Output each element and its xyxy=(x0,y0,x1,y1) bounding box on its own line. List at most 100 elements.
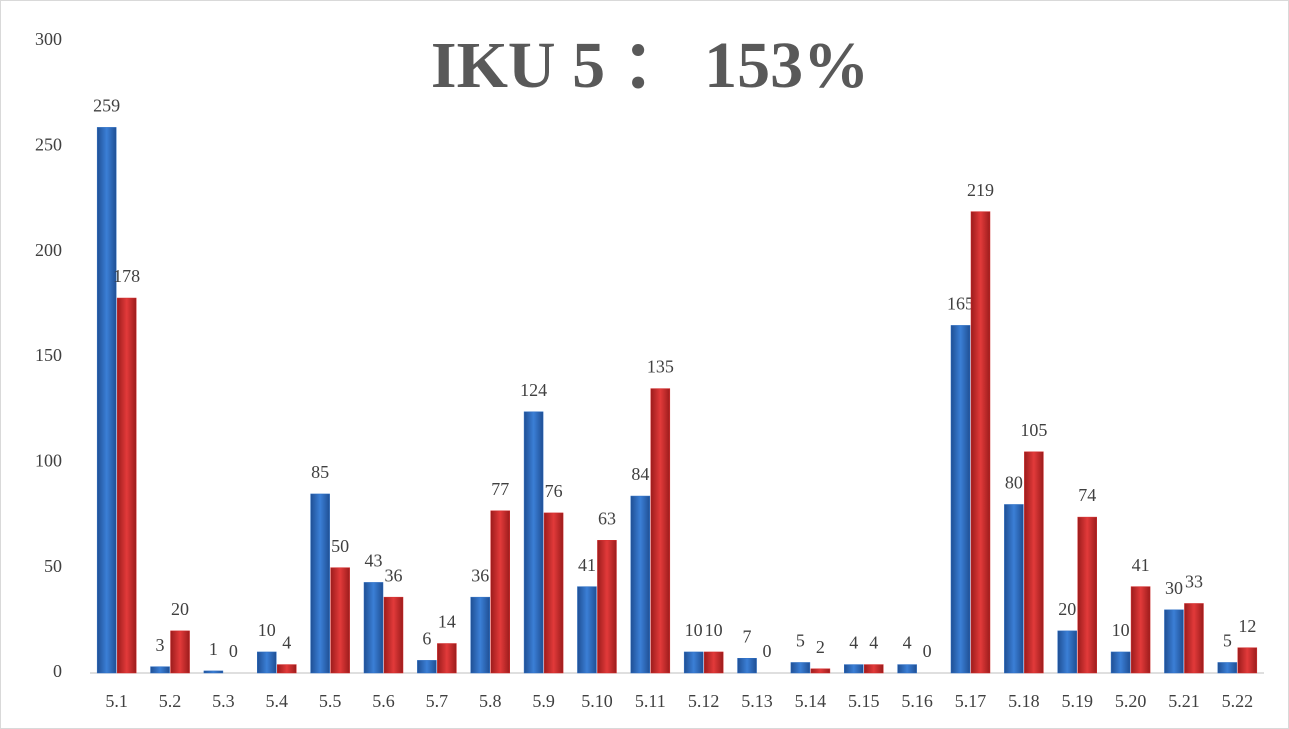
bar xyxy=(970,211,991,674)
bar xyxy=(330,567,350,674)
data-label: 2 xyxy=(816,637,825,657)
bar xyxy=(1217,662,1238,674)
data-label: 259 xyxy=(93,95,120,115)
data-label: 10 xyxy=(705,620,723,640)
bar xyxy=(116,297,137,674)
x-tick-label: 5.10 xyxy=(581,691,613,711)
data-label: 50 xyxy=(331,536,349,556)
bar xyxy=(950,325,971,674)
data-label: 0 xyxy=(923,641,932,661)
data-label: 77 xyxy=(491,479,509,499)
bar xyxy=(683,651,704,674)
x-tick-label: 5.11 xyxy=(635,691,666,711)
bar xyxy=(1237,647,1258,674)
data-label: 10 xyxy=(258,620,276,640)
bar xyxy=(363,582,384,674)
bar xyxy=(437,643,457,674)
y-tick-label: 300 xyxy=(35,29,62,49)
data-label: 7 xyxy=(743,626,752,646)
x-tick-label: 5.14 xyxy=(795,691,827,711)
bar xyxy=(1110,651,1131,674)
x-tick-label: 5.8 xyxy=(479,691,502,711)
x-tick-label: 5.20 xyxy=(1115,691,1147,711)
data-label: 20 xyxy=(1058,599,1076,619)
data-label: 219 xyxy=(967,180,994,200)
x-tick-label: 5.18 xyxy=(1008,691,1040,711)
data-label: 165 xyxy=(947,294,974,314)
x-tick-label: 5.15 xyxy=(848,691,880,711)
bar xyxy=(844,664,864,674)
bar xyxy=(170,630,190,674)
bar xyxy=(1164,609,1184,674)
bar xyxy=(470,596,490,674)
data-label: 0 xyxy=(763,641,772,661)
y-tick-label: 250 xyxy=(35,134,62,154)
x-tick-label: 5.6 xyxy=(372,691,395,711)
x-tick-label: 5.9 xyxy=(532,691,555,711)
bar xyxy=(1130,586,1151,674)
data-label: 20 xyxy=(171,599,189,619)
data-label: 4 xyxy=(869,633,878,653)
bar xyxy=(1077,516,1097,674)
y-tick-label: 50 xyxy=(44,556,62,576)
bar xyxy=(310,493,330,674)
x-tick-label: 5.13 xyxy=(741,691,773,711)
x-tick-label: 5.2 xyxy=(159,691,182,711)
x-tick-label: 5.7 xyxy=(426,691,449,711)
data-label: 3 xyxy=(156,635,165,655)
data-label: 80 xyxy=(1005,473,1023,493)
data-label: 85 xyxy=(311,462,329,482)
data-label: 10 xyxy=(685,620,703,640)
bar xyxy=(810,668,831,674)
x-tick-label: 5.16 xyxy=(901,691,933,711)
x-tick-label: 5.1 xyxy=(105,691,128,711)
x-tick-label: 5.17 xyxy=(955,691,987,711)
data-label: 33 xyxy=(1185,572,1203,592)
x-tick-label: 5.4 xyxy=(266,691,289,711)
data-label: 74 xyxy=(1078,485,1096,505)
data-label: 6 xyxy=(422,628,431,648)
x-tick-label: 5.3 xyxy=(212,691,235,711)
bar xyxy=(150,666,170,674)
data-label: 36 xyxy=(385,565,403,585)
data-label: 4 xyxy=(849,633,858,653)
bar xyxy=(650,388,671,674)
data-label: 36 xyxy=(471,565,489,585)
data-label: 10 xyxy=(1112,620,1130,640)
data-label: 43 xyxy=(365,551,383,571)
bar xyxy=(577,586,597,674)
data-label: 105 xyxy=(1020,420,1047,440)
bar xyxy=(1057,630,1077,674)
bar xyxy=(897,664,917,674)
y-tick-label: 0 xyxy=(53,661,62,681)
bar xyxy=(203,670,224,674)
bar xyxy=(523,411,544,674)
data-label: 178 xyxy=(113,266,140,286)
data-label: 0 xyxy=(229,641,238,661)
bar xyxy=(790,662,811,674)
y-tick-label: 200 xyxy=(35,240,62,260)
x-tick-label: 5.12 xyxy=(688,691,720,711)
bar xyxy=(1184,603,1204,674)
x-tick-label: 5.22 xyxy=(1222,691,1254,711)
x-tick-label: 5.19 xyxy=(1061,691,1093,711)
bar xyxy=(383,596,404,674)
bar xyxy=(703,651,724,674)
y-tick-label: 150 xyxy=(35,345,62,365)
bar xyxy=(597,540,617,674)
data-label: 76 xyxy=(545,481,563,501)
data-label: 14 xyxy=(438,612,456,632)
data-label: 41 xyxy=(578,555,596,575)
bar xyxy=(1024,451,1044,674)
data-label: 30 xyxy=(1165,578,1183,598)
bar xyxy=(490,510,510,674)
data-label: 1 xyxy=(209,639,218,659)
bar xyxy=(737,658,757,674)
bar xyxy=(543,512,564,674)
bar xyxy=(277,664,297,674)
bar xyxy=(630,495,651,674)
y-tick-label: 100 xyxy=(35,450,62,470)
x-tick-label: 5.5 xyxy=(319,691,342,711)
chart-title: IKU 5 ： 153% xyxy=(431,29,869,102)
